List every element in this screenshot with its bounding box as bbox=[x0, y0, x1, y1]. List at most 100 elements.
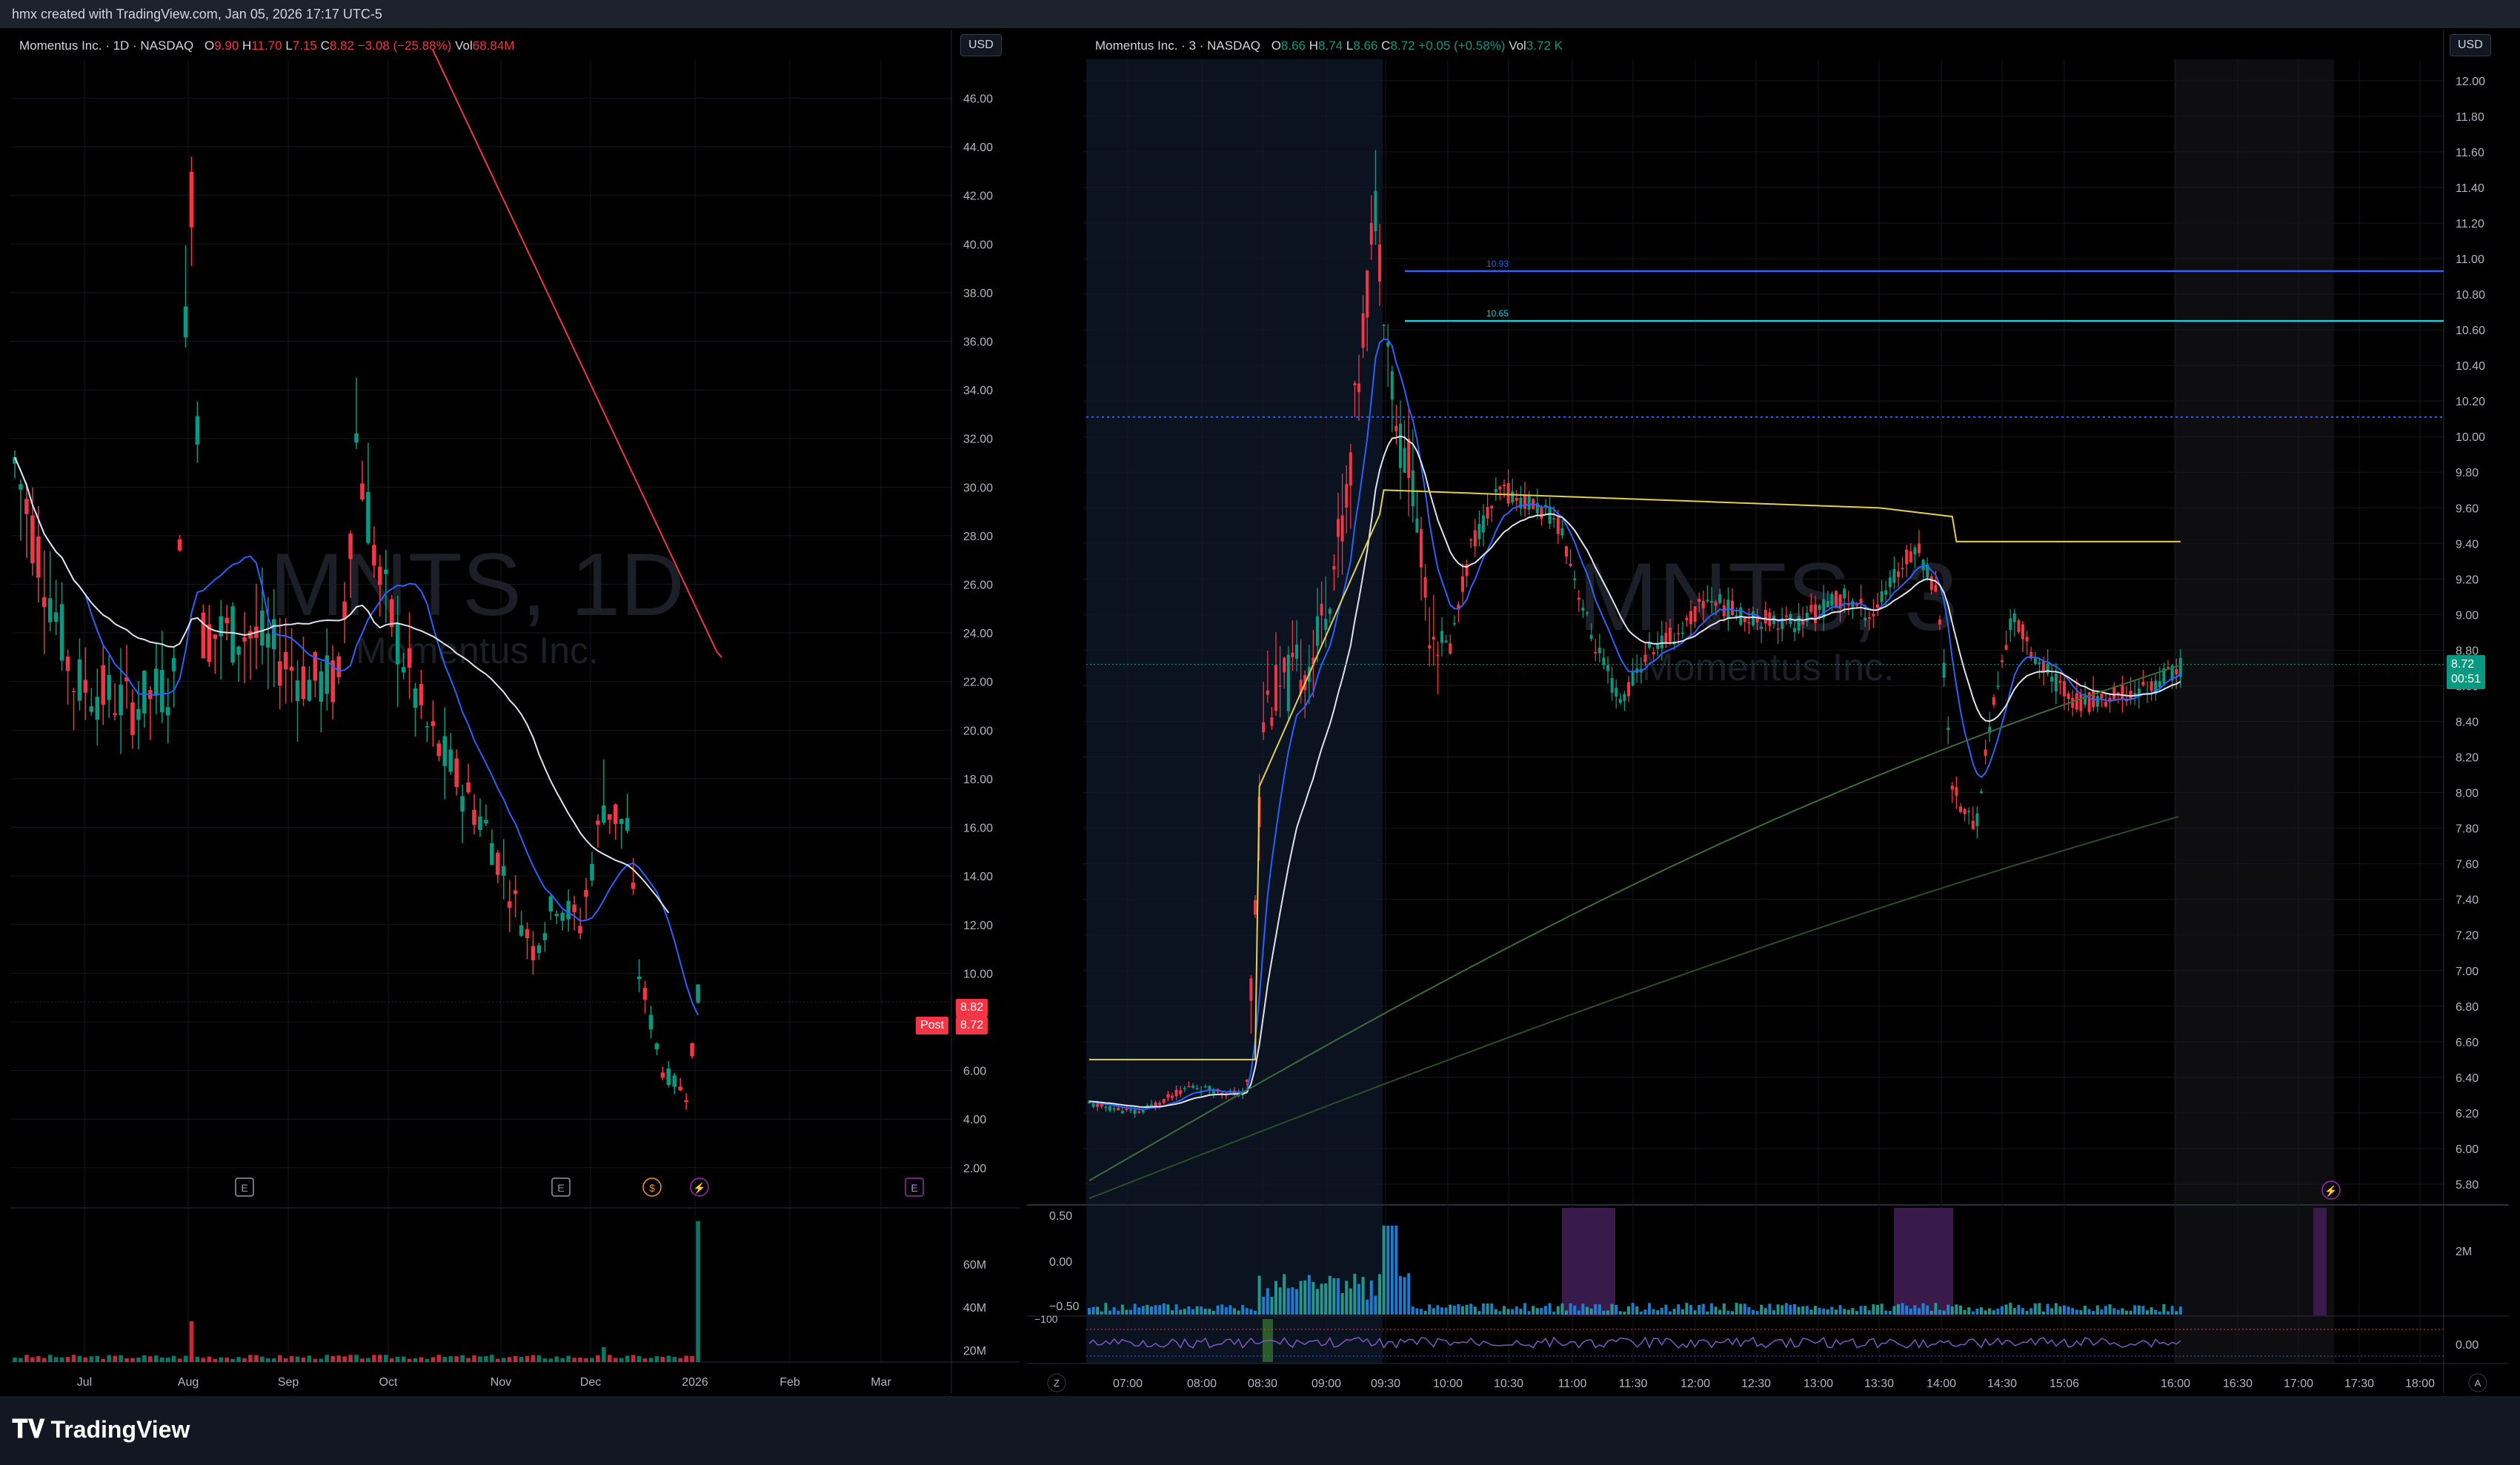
y-tick-label: 8.00 bbox=[2456, 788, 2479, 800]
indicator-bar bbox=[1660, 1307, 1663, 1315]
post-label: Post bbox=[916, 1017, 949, 1034]
candle-body bbox=[1921, 559, 1925, 571]
indicator-bar bbox=[1926, 1305, 1929, 1315]
y-tick-label: 2.00 bbox=[963, 1163, 986, 1175]
indicator-bar bbox=[2116, 1309, 2120, 1315]
candle-body bbox=[2137, 688, 2141, 695]
volume-bar bbox=[295, 1356, 300, 1362]
indicator-bar bbox=[1938, 1309, 1941, 1315]
intraday-chart-svg[interactable]: 12.00 11.80 11.60 11.40 11.20 11.00 10.80 10.60… bbox=[1027, 30, 2509, 1393]
candle-body bbox=[1544, 505, 1547, 508]
indicator-bar bbox=[1523, 1303, 1526, 1315]
candle-body bbox=[1440, 631, 1443, 643]
currency-button[interactable]: USD bbox=[960, 34, 1002, 56]
candle-body bbox=[1091, 1103, 1095, 1107]
x-tick-label: Nov bbox=[491, 1376, 511, 1389]
x-tick-label: 16:00 bbox=[2161, 1378, 2190, 1390]
auto-scale-label: A bbox=[2475, 1378, 2481, 1389]
currency-button[interactable]: USD bbox=[2450, 34, 2491, 56]
indicator-bar bbox=[1278, 1287, 1282, 1315]
indicator-bar bbox=[1781, 1305, 1784, 1315]
candle-body bbox=[1203, 1086, 1207, 1088]
indicator-bar bbox=[1345, 1280, 1349, 1315]
volume-bar bbox=[325, 1355, 330, 1362]
y-tick-label: 24.00 bbox=[963, 628, 993, 640]
candle-body bbox=[1477, 524, 1481, 539]
vwap-line bbox=[1089, 489, 2181, 1060]
indicator-bar bbox=[2112, 1308, 2116, 1315]
indicator-bar bbox=[1826, 1309, 1829, 1315]
oscillator-line bbox=[1088, 1336, 2181, 1349]
candle-body bbox=[1166, 1094, 1170, 1098]
y-tick-label: 22.00 bbox=[963, 677, 993, 689]
indicator-bar bbox=[2063, 1305, 2066, 1315]
indicator-bar bbox=[1415, 1308, 1419, 1315]
candle-body bbox=[1150, 1104, 1153, 1106]
indicator-bar bbox=[1366, 1299, 1369, 1315]
candle-body bbox=[1652, 651, 1655, 654]
candle-body bbox=[1830, 594, 1834, 606]
candle-body bbox=[1349, 452, 1352, 486]
x-tick-label: 10:00 bbox=[1433, 1378, 1463, 1390]
daily-chart-svg[interactable]: 46.00 44.00 42.00 40.00 38.00 36.00 34.00 32.00… bbox=[10, 30, 1020, 1393]
candle-body bbox=[642, 988, 648, 1000]
indicator-bar bbox=[1166, 1304, 1170, 1315]
candle-body bbox=[136, 708, 141, 720]
indicator-bar bbox=[1988, 1308, 1992, 1315]
volume-bar bbox=[613, 1358, 618, 1362]
candle-body bbox=[1714, 602, 1718, 606]
volume-bar bbox=[378, 1355, 382, 1362]
indicator-bar bbox=[1606, 1310, 1609, 1315]
price-badge: 8.82 bbox=[956, 999, 988, 1017]
daily-chart-pane[interactable]: 46.00 44.00 42.00 40.00 38.00 36.00 34.00 32.00… bbox=[10, 30, 1020, 1393]
indicator-bar bbox=[1129, 1309, 1132, 1315]
volume-bar bbox=[631, 1355, 636, 1362]
event-marker: E bbox=[551, 1177, 571, 1197]
indicator-highlight bbox=[1894, 1208, 1953, 1315]
indicator-bar bbox=[1747, 1307, 1751, 1315]
candle-body bbox=[1698, 599, 1701, 602]
candle-body bbox=[2063, 681, 2066, 697]
auto-scale-button: A bbox=[2468, 1373, 2487, 1392]
candle-body bbox=[1884, 590, 1888, 595]
candle-body bbox=[1316, 616, 1319, 646]
candle-body bbox=[1552, 518, 1556, 519]
x-tick-label: 08:00 bbox=[1187, 1378, 1217, 1390]
candle-body bbox=[1963, 808, 1967, 814]
candle-body bbox=[1809, 605, 1813, 612]
volume-bar bbox=[654, 1356, 659, 1362]
x-tick-label: Oct bbox=[379, 1376, 398, 1389]
candle-body bbox=[1382, 325, 1386, 326]
candle-body bbox=[1137, 1111, 1141, 1113]
brand-logo[interactable]: 𝐓𝐕 TradingView bbox=[12, 1415, 190, 1444]
candle-body bbox=[1693, 606, 1697, 622]
candle-body bbox=[313, 651, 318, 681]
volume-bar bbox=[413, 1358, 418, 1362]
volume-bar bbox=[625, 1355, 630, 1362]
intraday-legend: Momentus Inc. · 3 · NASDAQ O8.66 H8.74 L… bbox=[1095, 39, 1563, 53]
indicator-bar bbox=[1635, 1306, 1639, 1315]
y-tick-label: 6.60 bbox=[2456, 1037, 2479, 1049]
indicator-bar bbox=[1200, 1306, 1203, 1315]
candle-body bbox=[625, 817, 630, 831]
indicator-bar bbox=[1461, 1306, 1464, 1315]
indicator-bar bbox=[1266, 1288, 1269, 1315]
indicator-bar bbox=[2129, 1310, 2132, 1315]
intraday-chart-pane[interactable]: 12.00 11.80 11.60 11.40 11.20 11.00 10.80 10.60… bbox=[1027, 30, 2509, 1393]
candle-body bbox=[1648, 642, 1651, 648]
y-tick-label: 11.60 bbox=[2456, 147, 2484, 159]
indicator-bar bbox=[1627, 1306, 1630, 1315]
y-tick-label: 9.00 bbox=[2456, 609, 2479, 622]
indicator-bar bbox=[1805, 1306, 1809, 1315]
candle-body bbox=[1369, 222, 1373, 245]
indicator-bar bbox=[1784, 1303, 1788, 1315]
volume-bar bbox=[319, 1358, 324, 1362]
candle-body bbox=[236, 646, 241, 655]
indicator-bar bbox=[1394, 1226, 1398, 1315]
candle-body bbox=[2033, 658, 2037, 665]
candle-body bbox=[1420, 528, 1423, 568]
candle-body bbox=[478, 817, 482, 831]
x-tick-label: 12:30 bbox=[1741, 1378, 1771, 1390]
candle-body bbox=[2001, 660, 2004, 662]
candle-body bbox=[372, 545, 376, 566]
